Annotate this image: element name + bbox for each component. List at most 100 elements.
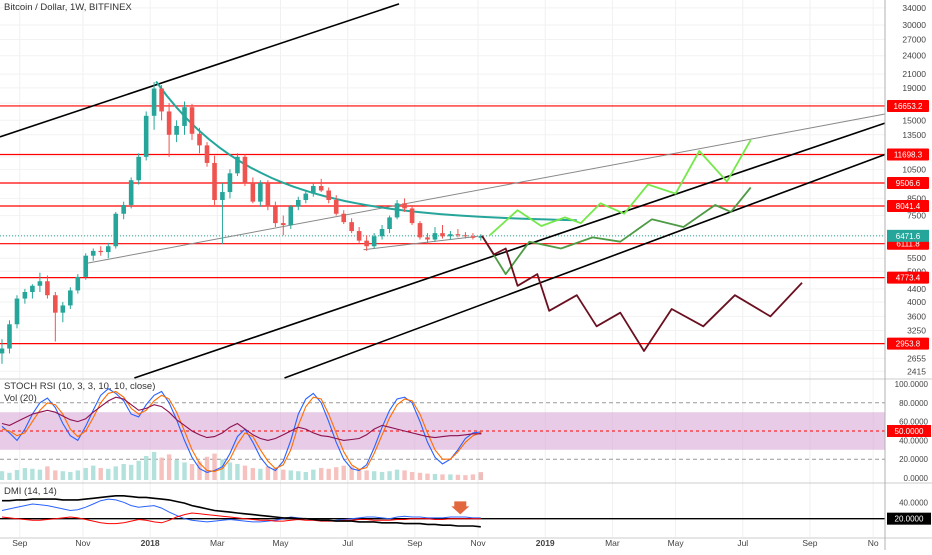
volume-bar <box>136 460 141 480</box>
volume-bar <box>448 474 453 480</box>
volume-bar <box>409 472 415 480</box>
price-tick-label: 27000 <box>902 35 926 45</box>
volume-bar <box>83 468 88 480</box>
price-tick-label: 5500 <box>907 253 926 263</box>
time-tick-label: Sep <box>802 538 817 548</box>
candle-body <box>295 199 301 207</box>
candle <box>7 320 12 354</box>
candle-body <box>273 206 278 224</box>
candle <box>159 84 164 121</box>
candle <box>212 155 217 205</box>
price-tick-label: 7500 <box>907 211 926 221</box>
candle <box>53 292 58 342</box>
candle <box>37 272 43 293</box>
candle-body <box>235 156 240 174</box>
candle-body <box>7 324 12 349</box>
stoch-tick-label: 0.0000 <box>904 474 929 483</box>
candle <box>448 231 453 240</box>
candle-body <box>227 173 233 193</box>
candle-body <box>402 203 407 209</box>
proj-light-green-path <box>489 139 752 236</box>
candle-body <box>136 156 141 181</box>
volume-bar <box>311 469 316 480</box>
candle <box>402 198 407 212</box>
candle-body <box>356 231 362 241</box>
price-label-text: 9506.6 <box>896 179 921 188</box>
dmi-tick-label: 40.0000 <box>899 498 928 507</box>
candle-body <box>220 192 225 200</box>
volume-bar <box>379 472 385 480</box>
candle <box>463 232 468 239</box>
stoch-rsi-line <box>1 396 482 441</box>
chart-title: Bitcoin / Dollar, 1W, BITFINEX <box>4 2 132 13</box>
candle <box>90 248 96 261</box>
time-tick-label: Sep <box>12 538 27 548</box>
candle-body <box>440 233 445 237</box>
candle <box>60 301 66 323</box>
price-tick-label: 5000 <box>907 266 926 276</box>
volume-bar <box>75 470 81 480</box>
candle <box>478 234 484 241</box>
candle-body <box>455 234 461 236</box>
candle-body <box>204 145 210 163</box>
volume-bar <box>281 469 286 480</box>
candle <box>470 233 476 240</box>
dmi-label: DMI (14, 14) <box>4 486 57 497</box>
time-tick-label: Sep <box>407 538 422 548</box>
volume-bar <box>166 454 172 480</box>
candle-body <box>53 295 58 313</box>
price-label-text: 6111.8 <box>896 240 920 249</box>
price-tick-label: 30000 <box>902 20 926 30</box>
proj-dark-green-path <box>481 186 752 276</box>
candle-body <box>83 255 89 277</box>
candle-body <box>425 237 430 240</box>
candle-body <box>371 236 377 247</box>
candle <box>371 233 377 249</box>
volume-bar <box>478 472 484 480</box>
volume-bar <box>364 470 369 480</box>
volume-bar <box>432 474 438 480</box>
volume-bar <box>159 457 164 480</box>
volume-bar <box>204 456 210 480</box>
volume-bar <box>258 468 263 480</box>
candle-body <box>182 107 187 126</box>
stoch-value-text: 50.0000 <box>895 427 924 436</box>
price-label-text: 8041.4 <box>896 202 921 211</box>
candle <box>311 183 316 197</box>
candle <box>318 178 324 193</box>
candle-body <box>166 111 172 135</box>
price-label-tag <box>887 176 929 189</box>
stoch-tick-label: 40.0000 <box>899 436 928 445</box>
price-tick-label: 24000 <box>902 51 926 61</box>
thin-support-trendline <box>363 235 479 251</box>
stoch-tick-label: 60.0000 <box>899 418 928 427</box>
candle-body <box>432 233 438 240</box>
candle-body <box>394 203 400 218</box>
candle-body <box>387 217 392 230</box>
candle-body <box>448 234 453 237</box>
volume-bar <box>0 471 5 480</box>
candle <box>75 274 81 294</box>
candle <box>250 177 256 204</box>
candle <box>220 183 225 244</box>
candle <box>265 180 271 211</box>
volume-bar <box>60 471 66 480</box>
volume-bar <box>7 472 12 480</box>
volume-bar <box>235 464 240 480</box>
candle <box>174 120 179 143</box>
price-tick-label: 8500 <box>907 193 926 203</box>
candle <box>440 225 445 239</box>
price-tick-label: 15000 <box>902 115 926 125</box>
volume-bar <box>387 471 392 480</box>
stoch-band <box>0 412 885 450</box>
candle-body <box>197 133 202 146</box>
candle-body <box>265 183 271 207</box>
volume-bar <box>425 473 430 480</box>
candle-body <box>318 186 324 191</box>
candle <box>105 242 111 259</box>
volume-bar <box>220 459 225 480</box>
candle-body <box>45 281 50 296</box>
channel-mid-trendline <box>134 122 886 379</box>
